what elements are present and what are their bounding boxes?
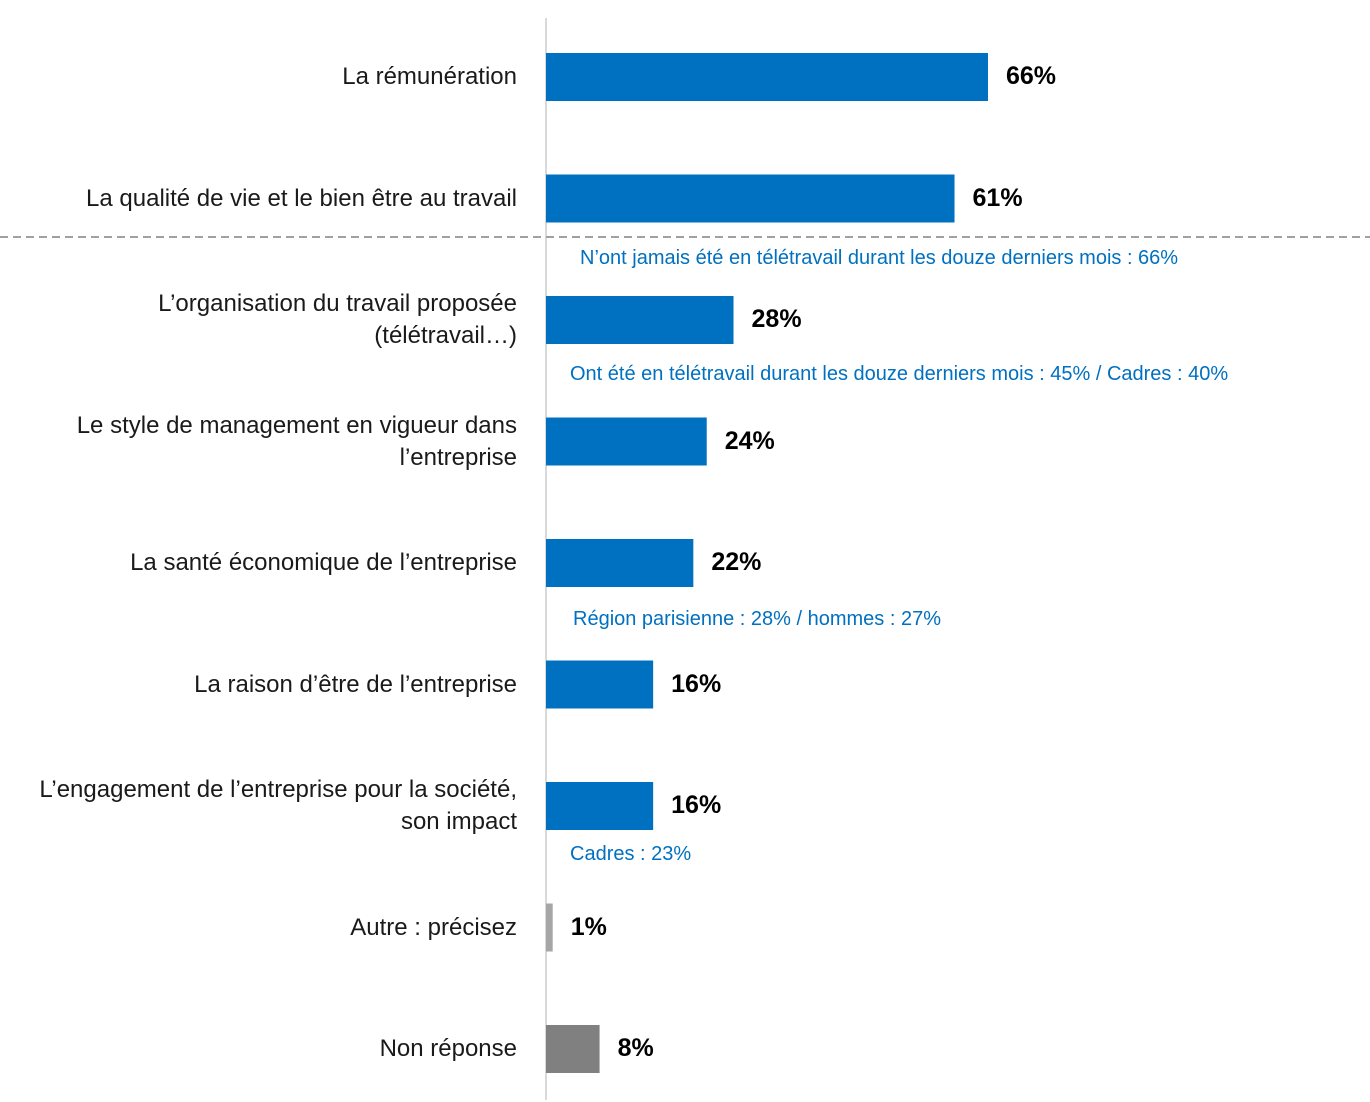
category-label: La qualité de vie et le bien être au tra… <box>86 184 517 212</box>
annotation: Région parisienne : 28% / hommes : 27% <box>573 608 941 630</box>
annotation: N’ont jamais été en télétravail durant l… <box>580 247 1179 269</box>
bar <box>546 174 955 223</box>
value-label: 16% <box>671 669 722 698</box>
bar <box>546 417 707 466</box>
bar <box>546 53 989 101</box>
value-label: 8% <box>617 1034 654 1062</box>
category-label: L’organisation du travail proposée (télé… <box>158 290 517 349</box>
bar <box>546 903 553 952</box>
category-label: La santé économique de l’entreprise <box>130 549 517 576</box>
category-label: Non réponse <box>379 1035 517 1062</box>
annotation: Cadres : 23% <box>570 843 692 865</box>
value-label: 24% <box>724 426 775 455</box>
category-label: La raison d’être de l’entreprise <box>194 670 517 698</box>
category-label: Le style de management en vigueur dans l… <box>76 411 517 471</box>
category-label: La rémunération <box>342 63 517 90</box>
value-label: 16% <box>671 791 722 819</box>
value-label: 61% <box>972 183 1023 212</box>
value-label: 28% <box>751 305 802 333</box>
value-label: 66% <box>1006 62 1057 90</box>
bar <box>546 1025 600 1073</box>
category-label: Autre : précisez <box>350 913 517 941</box>
bar <box>546 660 654 709</box>
bar <box>546 296 734 344</box>
bar <box>546 782 654 830</box>
annotation: Ont été en télétravail durant les douze … <box>570 363 1229 385</box>
value-label: 22% <box>711 548 762 576</box>
bar <box>546 539 694 587</box>
value-label: 1% <box>570 912 607 941</box>
category-label: L’engagement de l’entreprise pour la soc… <box>39 776 517 835</box>
